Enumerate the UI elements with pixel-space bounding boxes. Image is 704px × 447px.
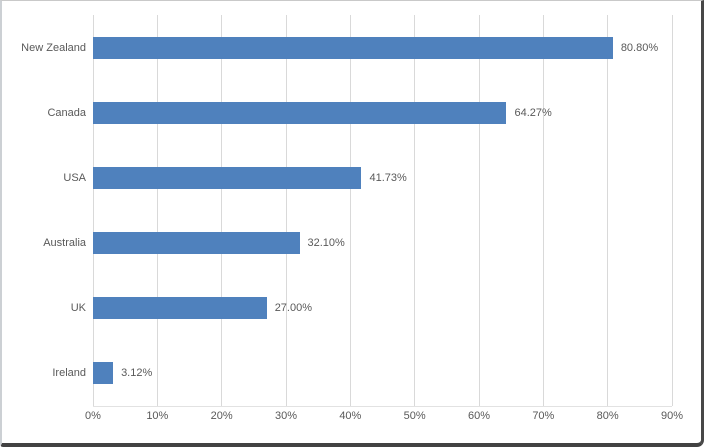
bar-row: 32.10% xyxy=(93,211,672,276)
x-tick-label: 80% xyxy=(596,410,619,422)
gridline xyxy=(156,15,158,406)
value-axis: 0% 10% 20% 30% 40% 50% 60% 70% 80% 90% xyxy=(85,410,683,426)
category-axis: New Zealand Canada USA Australia UK Ireland xyxy=(2,15,86,406)
gridline xyxy=(349,15,351,406)
bar-row: 64.27% xyxy=(93,80,672,145)
category-label: Canada xyxy=(47,106,86,119)
category-label: Ireland xyxy=(52,367,86,380)
category-label: USA xyxy=(63,171,86,184)
x-tick-label: 40% xyxy=(339,410,362,422)
data-label: 32.10% xyxy=(307,237,345,250)
x-tick-label: 30% xyxy=(274,410,298,422)
x-tick-label: 70% xyxy=(532,410,555,422)
x-tick-label: 0% xyxy=(85,410,101,422)
x-tick-label: 10% xyxy=(146,410,169,422)
bar-row: 27.00% xyxy=(93,276,672,341)
bar-australia xyxy=(93,232,300,255)
x-tick-label: 50% xyxy=(403,410,426,422)
gridline xyxy=(92,15,94,406)
gridline xyxy=(607,15,609,406)
data-label: 3.12% xyxy=(121,367,153,380)
data-label: 64.27% xyxy=(514,106,552,119)
bar-row: 80.80% xyxy=(93,15,672,80)
bar-canada xyxy=(93,101,507,124)
data-label: 27.00% xyxy=(274,302,312,315)
category-label: UK xyxy=(70,302,86,315)
bar-new-zealand xyxy=(93,36,613,59)
bar-uk xyxy=(93,297,267,320)
bar-ireland xyxy=(93,362,114,385)
category-label: New Zealand xyxy=(21,41,86,54)
bar-row: 3.12% xyxy=(93,341,672,406)
gridline xyxy=(671,15,673,406)
gridline xyxy=(478,15,480,406)
x-tick-label: 20% xyxy=(210,410,233,422)
gridline xyxy=(285,15,287,406)
data-label: 80.80% xyxy=(620,41,659,54)
x-tick-label: 90% xyxy=(660,410,684,422)
category-label: Australia xyxy=(43,237,86,250)
gridline xyxy=(221,15,223,406)
gridline xyxy=(414,15,416,406)
plot-area: 80.80% 64.27% 41.73% 32.10% 27.00% 3.12% xyxy=(92,15,673,407)
gridline xyxy=(542,15,544,406)
data-label: 41.73% xyxy=(369,171,407,184)
bar-usa xyxy=(93,166,362,189)
bar-row: 41.73% xyxy=(93,145,672,210)
x-tick-label: 60% xyxy=(467,410,491,422)
